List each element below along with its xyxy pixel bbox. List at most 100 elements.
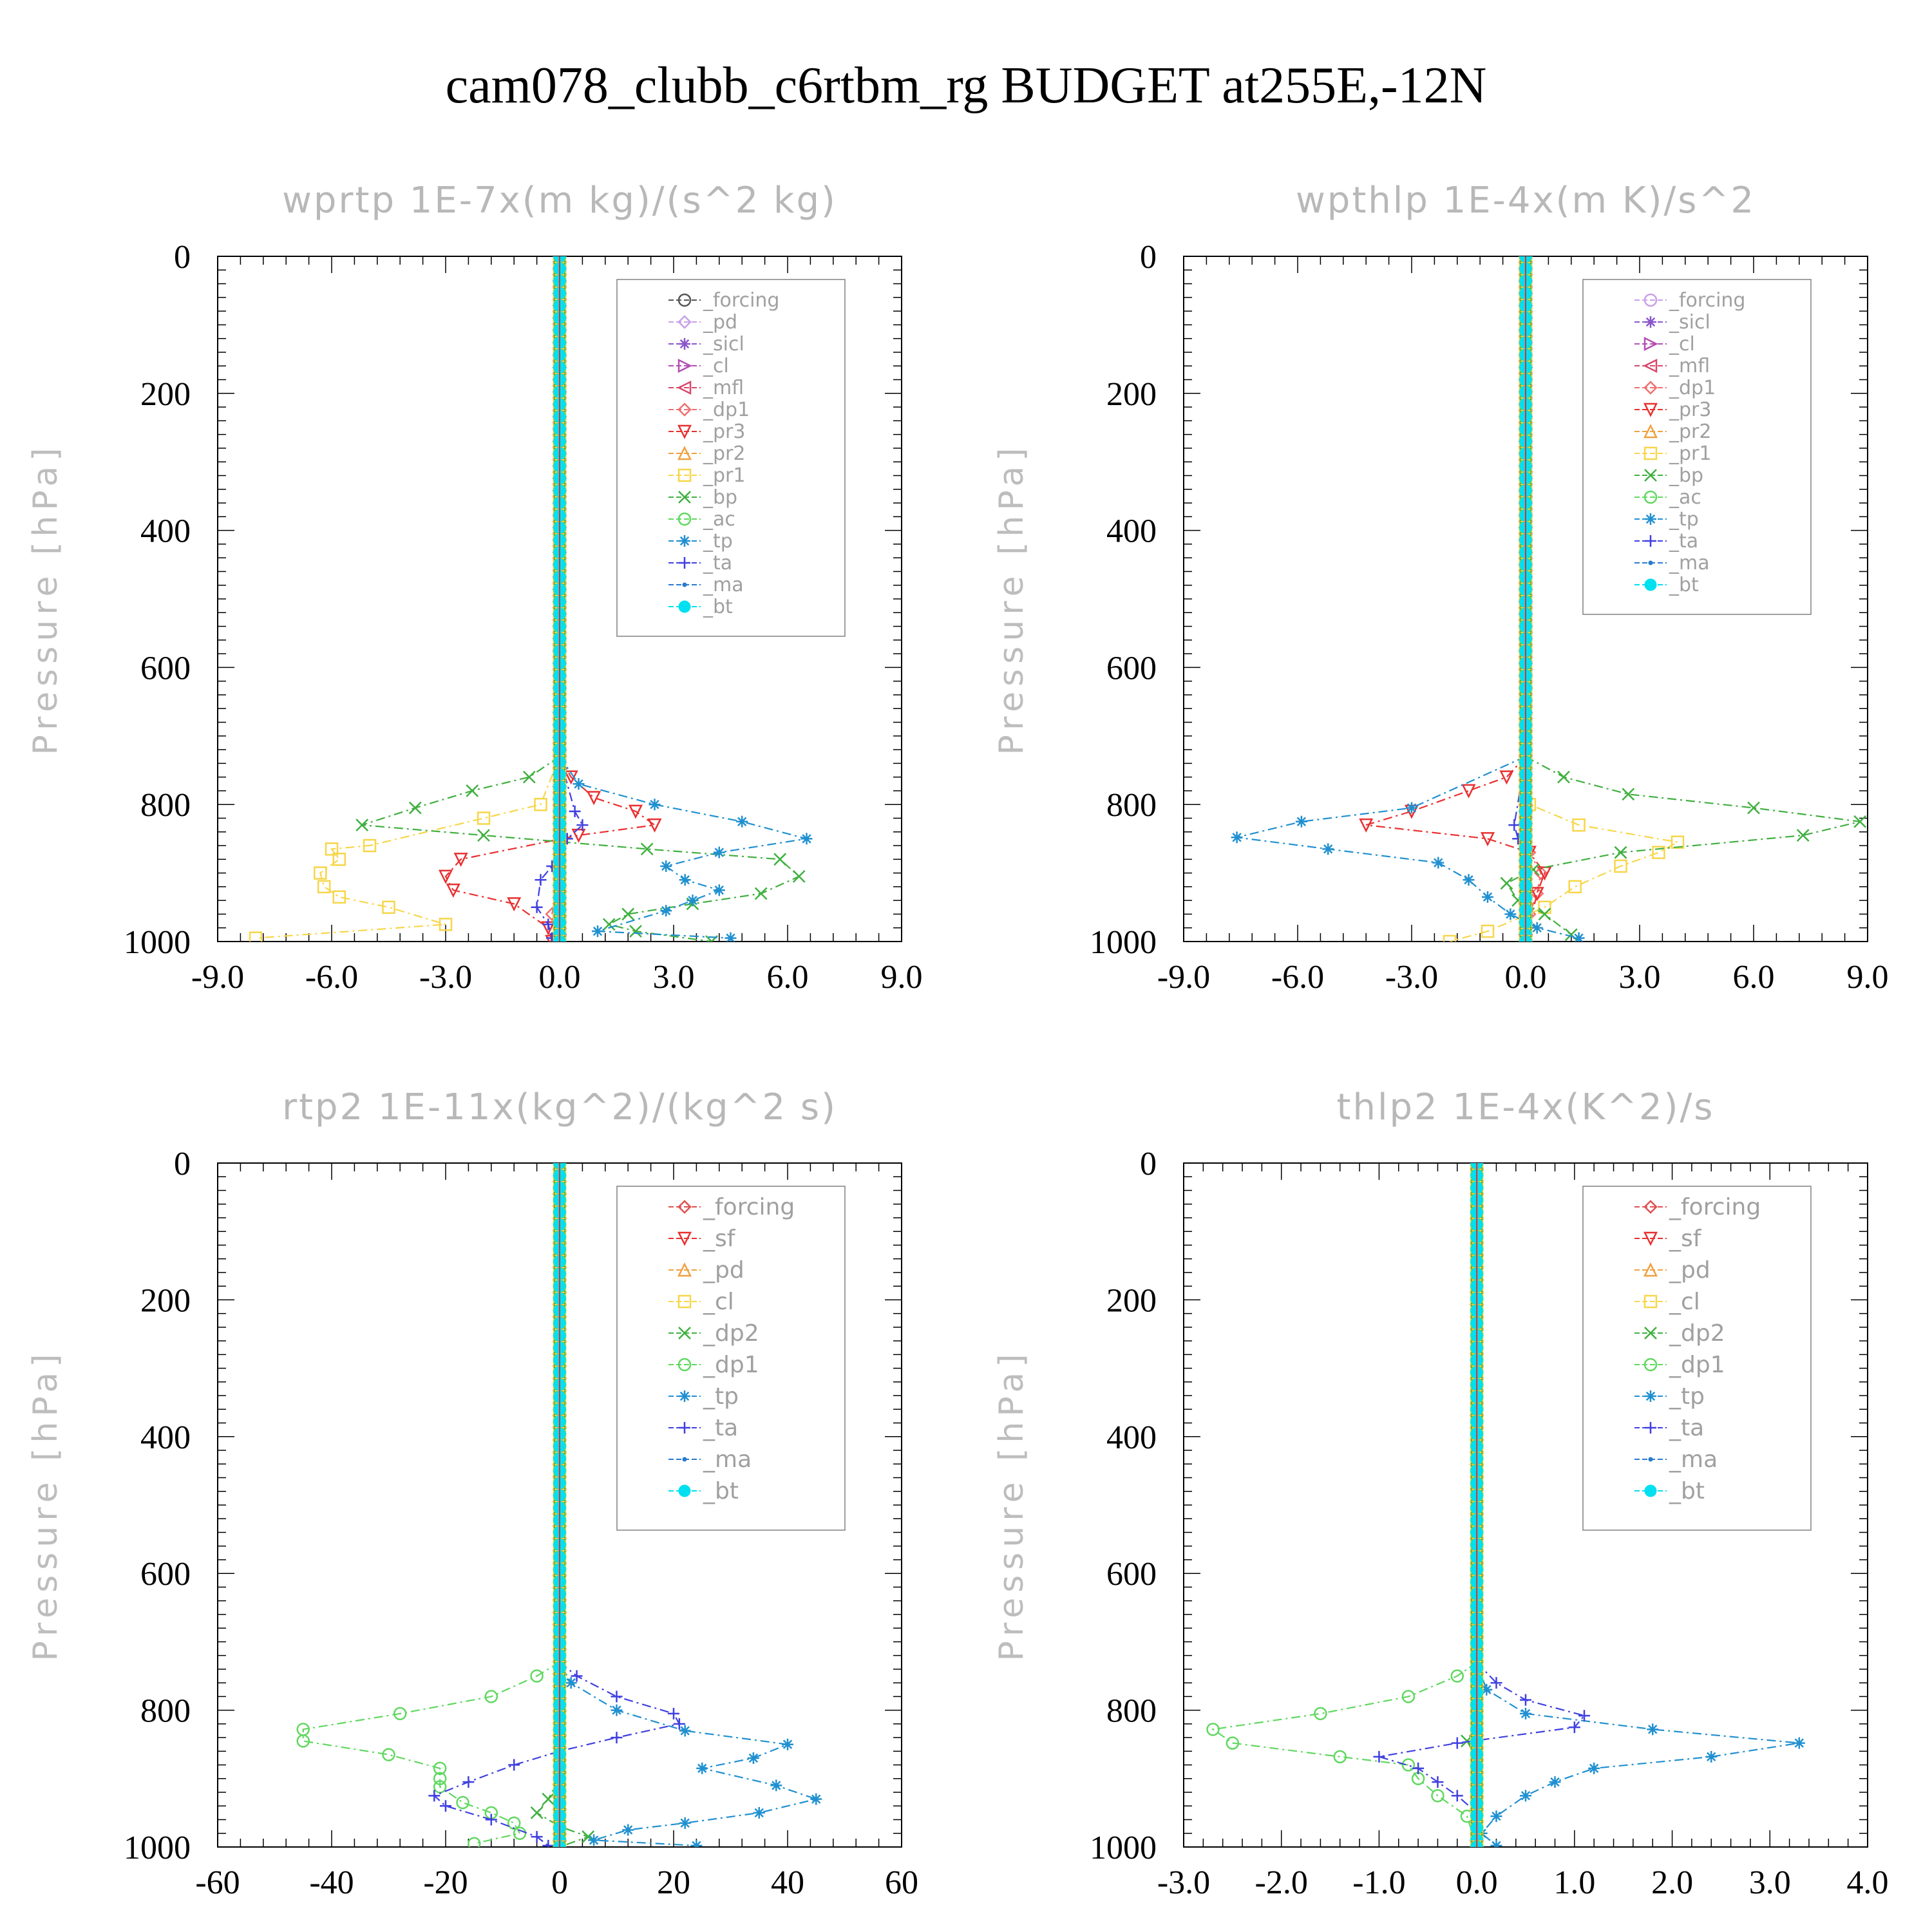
y-tick-label: 600 <box>140 650 191 687</box>
legend-marker <box>1643 446 1658 460</box>
data-point-ta <box>1520 1694 1531 1706</box>
x-tick-label: 9.0 <box>881 959 923 996</box>
legend-marker <box>1643 424 1658 439</box>
data-point-dp1 <box>1431 1789 1444 1803</box>
legend-marker <box>677 1262 692 1277</box>
x-tick-label: -40 <box>309 1864 354 1901</box>
legend-label: _pr2 <box>1669 421 1711 443</box>
legend-marker <box>1645 535 1656 547</box>
x-tick-label: 40 <box>771 1864 804 1901</box>
legend-label: _dp1 <box>1669 1352 1725 1378</box>
legend-label: _pd <box>703 1257 744 1283</box>
series-line-pr1 <box>1449 756 1680 942</box>
legend-label: _ac <box>1669 486 1701 509</box>
legend-marker <box>677 424 692 439</box>
data-point-pr1 <box>382 900 395 914</box>
legend-item-forcing: _forcing <box>668 289 779 312</box>
data-point-pr3 <box>1359 818 1374 833</box>
legend-item-sicl: _sicl <box>668 333 744 355</box>
legend-marker <box>677 1231 692 1246</box>
data-point-pr3 <box>1461 784 1476 799</box>
legend-marker <box>677 293 692 307</box>
data-point-bp <box>355 819 369 832</box>
data-point-tp <box>611 1704 623 1716</box>
x-tick-label: -3.0 <box>419 959 472 996</box>
x-tick-label: 0.0 <box>1456 1864 1498 1901</box>
data-point-bp <box>1853 815 1867 828</box>
legend-item-dp1: _dp1 <box>668 399 750 421</box>
y-tick-label: 400 <box>140 513 191 550</box>
x-tick-label: 4.0 <box>1847 1864 1889 1901</box>
data-point-dp1 <box>456 1795 469 1810</box>
series-line-pr3 <box>444 756 657 942</box>
plot-area <box>249 256 813 942</box>
page-title: cam078_clubb_c6rtbm_rg BUDGET at255E,-12… <box>445 57 1487 114</box>
x-tick-label: 6.0 <box>767 959 809 996</box>
data-point-tp <box>679 874 691 886</box>
legend-label: _cl <box>703 355 729 377</box>
legend-label: _bp <box>703 486 737 509</box>
data-point-tp <box>565 1677 577 1689</box>
legend-item-pd: _pd <box>668 1257 744 1283</box>
y-tick-label: 800 <box>1106 787 1157 824</box>
plot-area <box>1206 1163 1805 1847</box>
y-axis-label: Pressure [hPa] <box>992 1349 1031 1662</box>
data-point-ta <box>531 1831 543 1843</box>
legend-item-dp2: _dp2 <box>1634 1320 1725 1347</box>
legend-label: _tp <box>1669 508 1699 531</box>
data-point-bp <box>1747 801 1760 815</box>
data-point-dp1 <box>1333 1750 1347 1764</box>
data-point-bp <box>640 842 654 856</box>
legend-item-ta: _ta <box>1634 1415 1704 1441</box>
legend-marker <box>677 468 692 482</box>
legend-item-bt: _bt <box>668 596 733 618</box>
legend-item-cl: _cl <box>1634 333 1695 355</box>
y-tick-label: 800 <box>1106 1693 1157 1730</box>
data-point-tp <box>573 778 585 790</box>
data-point-tp <box>588 1834 600 1846</box>
data-point-tp <box>592 925 603 938</box>
legend-marker <box>1643 1231 1658 1246</box>
data-point-tp <box>679 1725 691 1737</box>
legend-label: _pd <box>1669 1257 1710 1283</box>
data-point-ta <box>668 1707 679 1719</box>
data-point-tp <box>724 932 737 942</box>
legend-marker <box>679 1390 690 1402</box>
x-tick-label: -60 <box>195 1864 240 1901</box>
data-point-dp1 <box>1314 1707 1327 1721</box>
data-point-tp <box>747 1752 759 1764</box>
legend: _forcing_sicl_cl_mfl_dp1_pr3_pr2_pr1_bp_… <box>1582 279 1812 615</box>
legend-marker <box>679 338 690 350</box>
legend-item-pr1: _pr1 <box>668 464 745 487</box>
y-tick-label: 0 <box>1140 239 1157 276</box>
data-point-tp <box>1531 922 1543 934</box>
legend-item-ma: _ma <box>668 1446 752 1473</box>
data-point-pr1 <box>325 842 339 856</box>
legend-label: _ma <box>703 1446 752 1473</box>
data-point-tp <box>753 1806 765 1819</box>
legend-label: _cl <box>1669 1289 1700 1315</box>
data-point-pr3 <box>647 818 662 833</box>
y-tick-label: 0 <box>174 239 191 276</box>
data-point-bp <box>1500 876 1513 890</box>
chart-panel-1: wprtp 1E-7x(m kg)/(s^2 kg) Pressure [hPa]… <box>26 180 923 996</box>
legend-item-pr2: _pr2 <box>668 442 745 465</box>
chart-panel-3: rtp2 1E-11x(kg^2)/(kg^2 s) Pressure [hPa]… <box>26 1086 918 1901</box>
legend-marker <box>677 446 692 460</box>
data-point-tp <box>1432 857 1444 869</box>
legend-marker <box>679 557 690 569</box>
data-point-pr3 <box>453 853 468 867</box>
legend-item-ma: _ma <box>668 574 744 596</box>
legend-label: _forcing <box>1669 289 1745 312</box>
data-point-ta <box>569 805 581 817</box>
series-line-dp1 <box>302 1662 560 1844</box>
data-point-ta <box>535 874 547 886</box>
legend-label: _forcing <box>703 1194 795 1220</box>
data-point-bp <box>522 770 536 784</box>
data-point-bp <box>754 887 768 900</box>
data-point-pr1 <box>314 866 327 880</box>
legend-item-cl: _cl <box>1634 1289 1700 1315</box>
data-point-dp1 <box>433 1761 447 1776</box>
legend-label: _ma <box>703 574 744 596</box>
